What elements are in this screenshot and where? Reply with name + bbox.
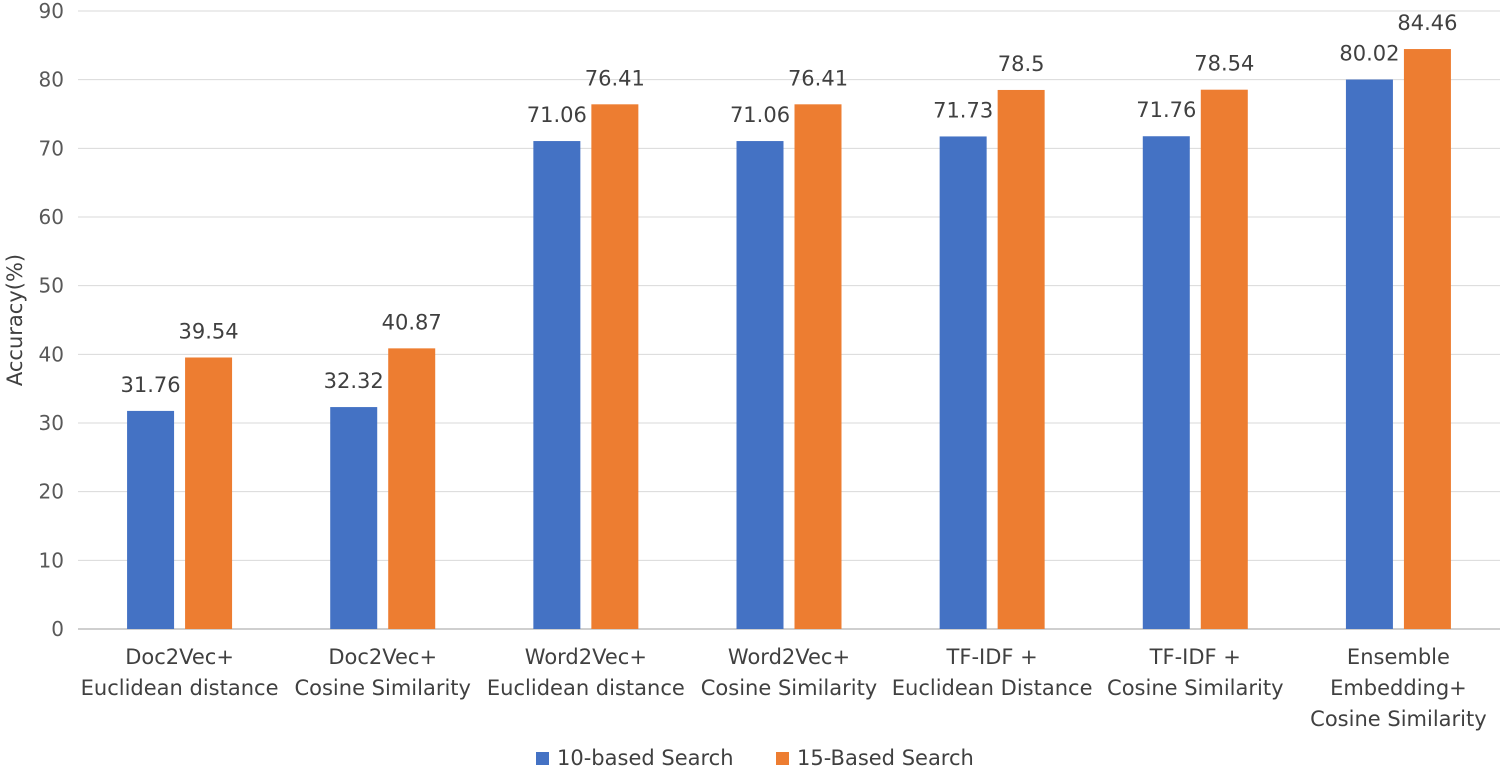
bar-series2 bbox=[1200, 89, 1248, 629]
y-tick-label: 0 bbox=[51, 617, 64, 641]
data-label: 78.54 bbox=[1194, 52, 1254, 76]
data-label: 80.02 bbox=[1339, 42, 1399, 66]
bar-series2 bbox=[388, 348, 436, 629]
x-tick-label: Doc2Vec+ bbox=[328, 645, 437, 669]
bar-series1 bbox=[533, 141, 581, 629]
bar-series2 bbox=[997, 89, 1045, 629]
bar-series1 bbox=[330, 407, 378, 629]
data-label: 31.76 bbox=[121, 373, 181, 397]
x-tick-label: TF-IDF + bbox=[946, 645, 1038, 669]
data-label: 76.41 bbox=[788, 66, 848, 90]
x-tick-label: Euclidean distance bbox=[487, 676, 685, 700]
bar-series2 bbox=[185, 357, 233, 629]
x-tick-label: Ensemble bbox=[1347, 645, 1450, 669]
data-label: 71.76 bbox=[1136, 98, 1196, 122]
bar-series2 bbox=[591, 104, 639, 630]
x-tick-label: Euclidean distance bbox=[81, 676, 279, 700]
y-tick-label: 20 bbox=[39, 480, 64, 504]
x-tick-label: Cosine Similarity bbox=[1107, 676, 1283, 700]
bar-series1 bbox=[939, 136, 987, 630]
data-label: 84.46 bbox=[1397, 11, 1457, 35]
x-tick-label: Embedding+ bbox=[1330, 676, 1467, 700]
bar-series2 bbox=[794, 104, 842, 630]
x-tick-label: Word2Vec+ bbox=[728, 645, 850, 669]
legend-label: 10-based Search bbox=[557, 746, 734, 770]
y-tick-label: 50 bbox=[39, 274, 64, 298]
bar-series1 bbox=[736, 141, 784, 629]
data-label: 32.32 bbox=[324, 369, 384, 393]
data-label: 76.41 bbox=[585, 66, 645, 90]
legend-swatch bbox=[536, 752, 549, 765]
bar-series2 bbox=[1403, 49, 1451, 630]
y-axis-title: Accuracy(%) bbox=[3, 254, 27, 386]
x-tick-label: Cosine Similarity bbox=[1310, 707, 1486, 731]
data-label: 71.73 bbox=[933, 98, 993, 122]
y-tick-label: 40 bbox=[39, 342, 64, 366]
x-tick-label: Euclidean Distance bbox=[892, 676, 1093, 700]
data-label: 78.5 bbox=[998, 52, 1045, 76]
x-tick-label: TF-IDF + bbox=[1149, 645, 1241, 669]
y-tick-label: 30 bbox=[39, 411, 64, 435]
y-tick-label: 60 bbox=[39, 205, 64, 229]
bar-series1 bbox=[1142, 136, 1190, 630]
x-tick-label: Cosine Similarity bbox=[701, 676, 877, 700]
bar-series1 bbox=[1345, 79, 1393, 629]
data-label: 40.87 bbox=[382, 310, 442, 334]
x-tick-label: Doc2Vec+ bbox=[125, 645, 234, 669]
x-tick-label: Word2Vec+ bbox=[525, 645, 647, 669]
data-label: 39.54 bbox=[179, 319, 239, 343]
y-tick-label: 80 bbox=[39, 68, 64, 92]
y-tick-label: 70 bbox=[39, 136, 64, 160]
y-tick-label: 10 bbox=[39, 548, 64, 572]
data-label: 71.06 bbox=[527, 103, 587, 127]
legend-label: 15-Based Search bbox=[797, 746, 974, 770]
data-label: 71.06 bbox=[730, 103, 790, 127]
legend-swatch bbox=[776, 752, 789, 765]
bar-series1 bbox=[127, 410, 175, 629]
y-tick-label: 90 bbox=[39, 0, 64, 23]
x-tick-label: Cosine Similarity bbox=[294, 676, 470, 700]
